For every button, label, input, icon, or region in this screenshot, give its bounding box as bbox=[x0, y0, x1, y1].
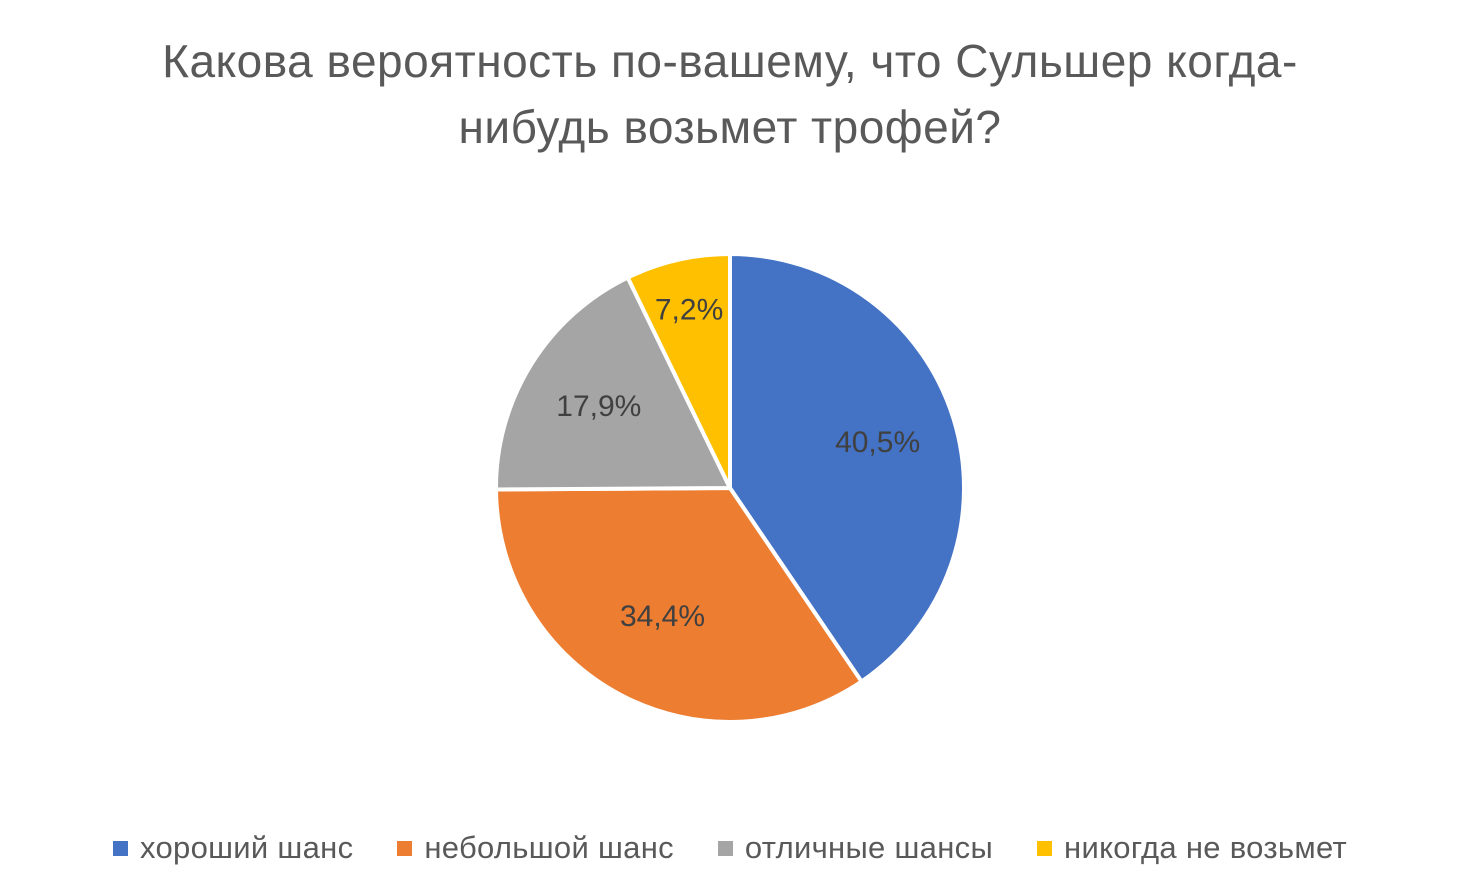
data-label-never: 7,2% bbox=[655, 294, 723, 327]
pie-slice-excellent-chances bbox=[494, 275, 732, 492]
legend-label-never: никогда не возьмет bbox=[1064, 830, 1347, 865]
chart-title-line-1: Какова вероятность по-вашему, что Сульше… bbox=[162, 35, 1298, 87]
data-label-small-chance: 34,4% bbox=[620, 600, 705, 633]
legend-item-never: никогда не возьмет bbox=[1037, 830, 1347, 866]
legend-swatch-small-chance bbox=[397, 840, 413, 856]
legend-label-good-chance: хороший шанс bbox=[140, 830, 354, 865]
pie-slice-small-chance bbox=[494, 486, 864, 724]
data-label-excellent-chances: 17,9% bbox=[556, 390, 641, 423]
pie-slice-good-chance bbox=[728, 252, 966, 684]
legend-item-small-chance: небольшой шанс bbox=[397, 830, 674, 866]
chart-title: Какова вероятность по-вашему, что Сульше… bbox=[80, 28, 1380, 160]
pie-slice-never bbox=[625, 252, 732, 490]
pie-chart: 40,5% 34,4% 17,9% 7,2% bbox=[494, 252, 966, 724]
legend-item-good-chance: хороший шанс bbox=[113, 830, 353, 866]
legend-label-small-chance: небольшой шанс bbox=[424, 830, 674, 865]
legend-item-excellent-chances: отличные шансы bbox=[717, 830, 994, 866]
legend-swatch-good-chance bbox=[113, 840, 129, 856]
chart-legend: хороший шанс небольшой шанс отличные шан… bbox=[0, 826, 1460, 870]
legend-label-excellent-chances: отличные шансы bbox=[744, 830, 994, 865]
legend-swatch-excellent-chances bbox=[717, 840, 733, 856]
data-label-good-chance: 40,5% bbox=[835, 426, 920, 459]
pie-data-labels: 40,5% 34,4% 17,9% 7,2% bbox=[556, 294, 920, 633]
chart-title-line-2: нибудь возьмет трофей? bbox=[458, 101, 1002, 153]
pie-slices bbox=[494, 252, 966, 724]
legend-swatch-never bbox=[1037, 840, 1053, 856]
